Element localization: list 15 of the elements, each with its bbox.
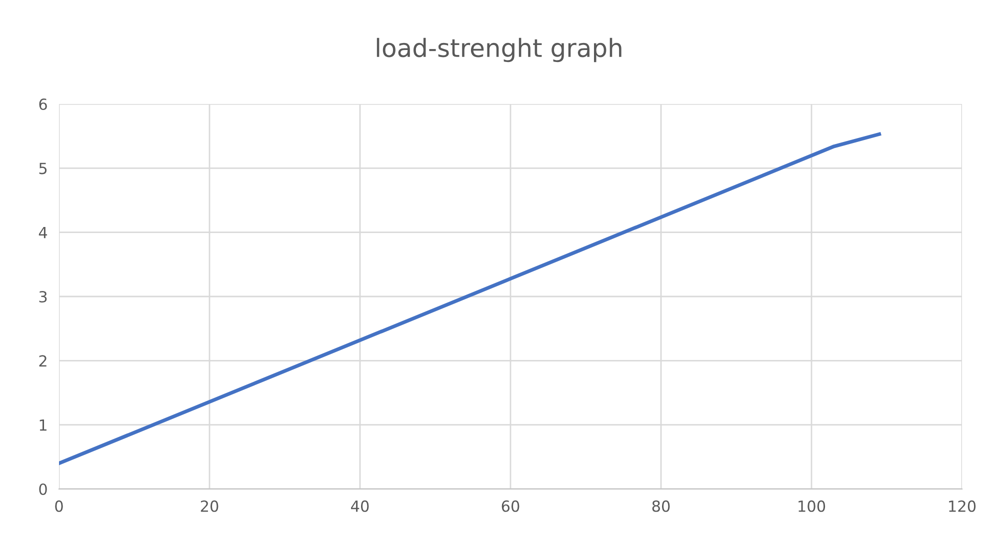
x-tick-label: 120 xyxy=(949,500,976,512)
y-tick-label: 4 xyxy=(38,227,48,238)
x-tick-label: 80 xyxy=(652,500,670,512)
x-tick-label: 60 xyxy=(502,500,520,512)
x-tick-label: 0 xyxy=(55,500,63,512)
y-tick-label: 1 xyxy=(40,420,46,431)
y-tick-label: 5 xyxy=(39,162,47,174)
x-tick-label: 40 xyxy=(351,500,369,512)
y-tick-label: 6 xyxy=(39,98,47,110)
y-tick-label: 2 xyxy=(39,355,46,366)
x-tick-label: 20 xyxy=(200,500,218,512)
y-tick-label: 0 xyxy=(39,483,47,496)
chart-title: load-strenght graph xyxy=(376,38,622,62)
y-tick-label: 3 xyxy=(39,290,47,303)
x-tick-label: 100 xyxy=(798,500,826,512)
